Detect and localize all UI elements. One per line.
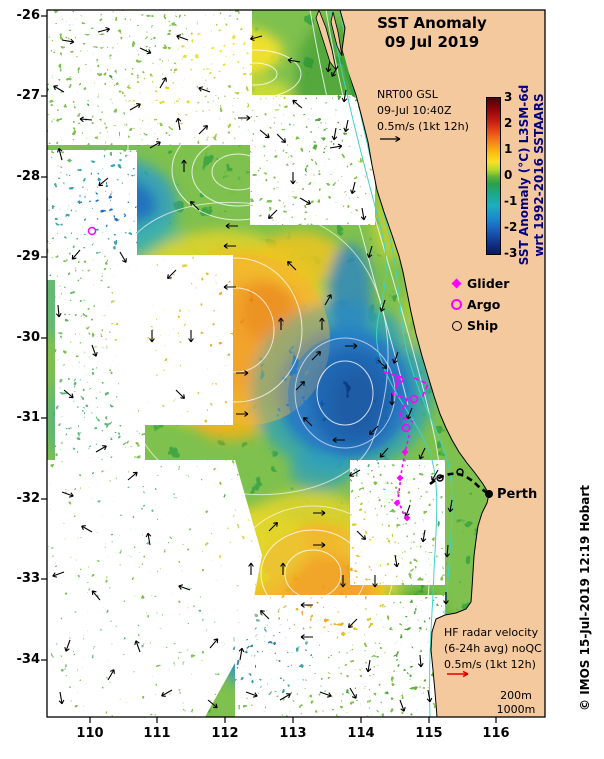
y-tick-label: -34 — [16, 652, 41, 667]
y-tick-label: -32 — [16, 491, 41, 506]
hf-radar-annotation: HF radar velocity (6-24h avg) noQC 0.5m/… — [444, 625, 542, 673]
x-tick-label: 111 — [143, 726, 171, 741]
gsl-time: 09-Jul 10:40Z — [377, 104, 452, 117]
platform-legend: Glider Argo Ship — [449, 273, 509, 336]
y-tick-label: -26 — [16, 8, 41, 23]
colorbar-tick: 1 — [504, 142, 513, 156]
page-title: SST Anomaly — [377, 14, 487, 32]
gsl-scale: 0.5m/s (1kt 12h) — [377, 120, 469, 133]
imos-credit: © IMOS 15-Jul-2019 12:19 Hobart — [578, 485, 592, 711]
colorbar-tick: 0 — [504, 168, 513, 182]
x-tick-label: 113 — [279, 726, 307, 741]
hf-scale-arrow — [447, 670, 469, 678]
glider-diamond-icon — [449, 278, 464, 289]
axis-ticks — [41, 9, 546, 723]
page-title-date: 09 Jul 2019 — [384, 33, 480, 51]
argo-glider-tracks — [87, 226, 430, 522]
x-tick-label: 110 — [76, 726, 104, 741]
colorbar — [486, 97, 501, 255]
x-tick-label: 115 — [415, 726, 443, 741]
colorbar-tick: 2 — [504, 116, 513, 130]
colorbar-label-line2: wrt 1992-2016 SSTAARS — [532, 93, 546, 257]
ship-circle-icon — [449, 320, 464, 331]
cloud-speckle — [47, 10, 445, 717]
hf-line2: (6-24h avg) noQC — [444, 642, 542, 655]
colorbar-tick: 3 — [504, 90, 513, 104]
y-tick-label: -31 — [16, 410, 41, 425]
argo-circle-icon — [449, 299, 464, 310]
colorbar-tick: -2 — [504, 220, 518, 234]
y-tick-label: -29 — [16, 249, 41, 264]
colorbar-label-line1: SST Anomaly (°C) L3SM-6d — [517, 84, 531, 266]
plot-frame — [46, 9, 546, 718]
legend-item-glider: Glider — [449, 273, 509, 294]
isobath-label-1000m: 1000m — [496, 703, 536, 716]
y-tick-label: -27 — [16, 88, 41, 103]
isobath-label-200m: 200m — [500, 689, 532, 702]
y-tick-label: -30 — [16, 330, 41, 345]
ship-track — [429, 468, 488, 495]
gsl-model: NRT00 GSL — [377, 88, 438, 101]
legend-label: Glider — [467, 276, 510, 291]
colorbar-label: SST Anomaly (°C) L3SM-6d wrt 1992-2016 S… — [517, 80, 547, 270]
legend-label: Argo — [467, 297, 501, 312]
x-tick-label: 116 — [482, 726, 510, 741]
hf-line1: HF radar velocity — [444, 626, 539, 639]
hf-line3: 0.5m/s (1kt 12h) — [444, 658, 536, 671]
gsl-scale-arrow — [380, 135, 401, 143]
x-tick-label: 112 — [211, 726, 239, 741]
colorbar-tick: -1 — [504, 194, 518, 208]
gsl-annotation: NRT00 GSL 09-Jul 10:40Z 0.5m/s (1kt 12h) — [377, 87, 469, 135]
colorbar-tick: -3 — [504, 246, 518, 260]
y-tick-label: -33 — [16, 571, 41, 586]
city-label-perth: Perth — [497, 487, 538, 502]
legend-label: Ship — [467, 318, 499, 333]
sea-level-contours — [47, 10, 441, 717]
legend-item-ship: Ship — [449, 315, 509, 336]
perth-marker — [485, 490, 493, 498]
y-tick-label: -28 — [16, 169, 41, 184]
x-tick-label: 114 — [347, 726, 375, 741]
legend-item-argo: Argo — [449, 294, 509, 315]
